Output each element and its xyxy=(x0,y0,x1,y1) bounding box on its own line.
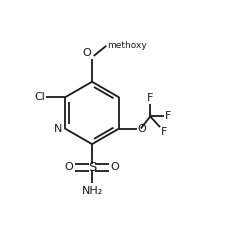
Text: Cl: Cl xyxy=(34,92,45,102)
Text: N: N xyxy=(53,123,62,134)
Text: O: O xyxy=(82,48,91,58)
Text: F: F xyxy=(146,93,153,103)
Text: F: F xyxy=(164,111,170,121)
Text: O: O xyxy=(64,162,73,172)
Text: O: O xyxy=(110,162,119,172)
Text: methoxy: methoxy xyxy=(106,41,146,50)
Text: F: F xyxy=(160,127,166,137)
Text: NH₂: NH₂ xyxy=(81,186,102,196)
Text: S: S xyxy=(87,161,96,174)
Text: O: O xyxy=(137,123,145,134)
